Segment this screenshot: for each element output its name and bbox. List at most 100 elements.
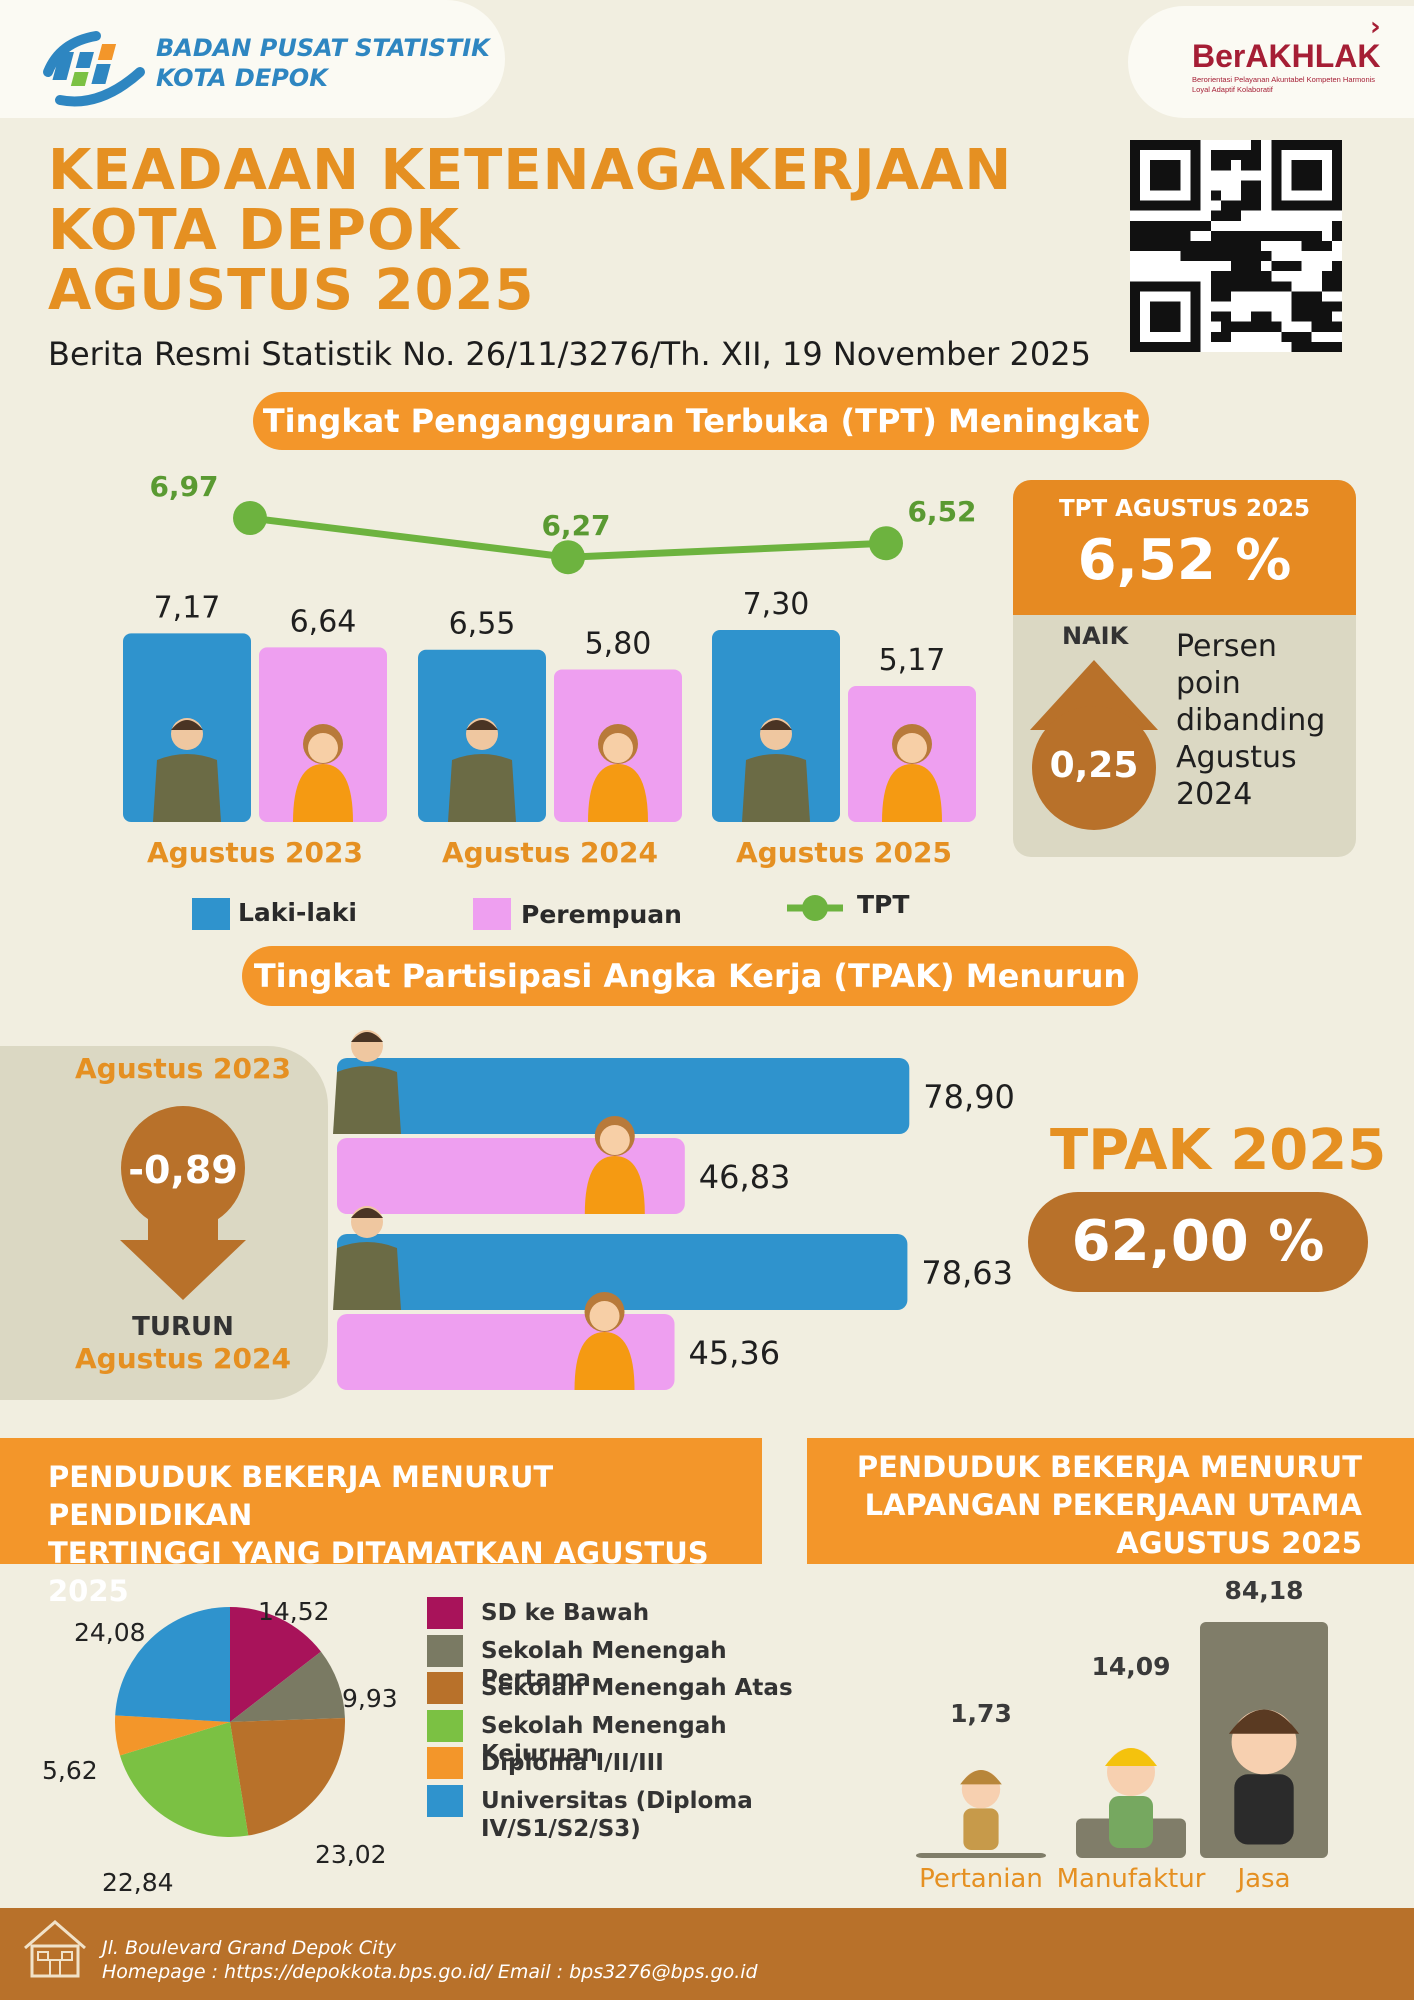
org-city: KOTA DEPOK [156,64,328,92]
tpak-bar-value: 78,90 [923,1078,1015,1116]
tpt-chart: 7,17 6,64 Agustus 2023 6,55 5,80 Agustus 2024… [123,470,977,869]
legend-female-swatch [473,898,511,930]
tpt-summary-header [1013,480,1356,615]
tpak-from-label: Agustus 2023 [75,1052,291,1085]
legend-male-label: Laki-laki [238,898,358,927]
worker-figure-icon [1228,1709,1300,1845]
naik-value: 0,25 [1049,745,1139,786]
man-figure-icon [333,1030,401,1134]
category-label: Agustus 2023 [147,836,363,869]
pie-slice [230,1651,345,1722]
arrow-down-icon [120,1106,246,1300]
tpak-chart: 78,90 46,83 78,63 45,36 [333,1030,1015,1390]
brand-name: BerAKHLAK [1192,38,1381,74]
bar-value-label: 7,30 [743,587,810,622]
category-label: Agustus 2025 [736,836,952,869]
tpak-bar-value: 45,36 [689,1334,781,1372]
legend-tpt-label: TPT [857,890,910,919]
industry-heading-line2: LAPANGAN PEKERJAAN UTAMA [864,1488,1362,1522]
pie-value-label: 24,08 [74,1618,146,1647]
woman-figure-icon [293,724,353,822]
pie-legend-swatch [427,1597,463,1629]
pie-slice [230,1718,345,1836]
page-subtitle: Berita Resmi Statistik No. 26/11/3276/Th… [48,335,1091,373]
bar-value-label: 5,17 [879,643,946,678]
org-name: BADAN PUSAT STATISTIK [156,34,490,62]
worker-figure-icon [960,1770,1002,1850]
legend-female-label: Perempuan [521,900,682,929]
education-heading-line2: TERTINGGI YANG DITAMATKAN AGUSTUS 2025 [48,1536,709,1608]
man-figure-icon [153,718,221,822]
tpak-total-value: 62,00 % [1028,1192,1368,1292]
tpt-point-label: 6,97 [149,470,218,503]
tpak-heading: Tingkat Partisipasi Angka Kerja (TPAK) M… [242,946,1138,1006]
naik-label: NAIK [1062,622,1129,650]
footer-address: Jl. Boulevard Grand Depok City [102,1937,397,1959]
tpak-turun-label: TURUN [132,1312,234,1342]
industry-bar [916,1853,1046,1858]
pie-value-label: 5,62 [42,1756,98,1785]
tpt-point [869,526,903,561]
pie-legend-swatch [427,1784,463,1817]
education-heading: PENDUDUK BEKERJA MENURUT PENDIDIKAN TERT… [0,1438,762,1608]
pie-legend-label: Sekolah Menengah Kejuruan [481,1712,727,1767]
brand-tagline: Berorientasi Pelayanan Akuntabel Kompete… [1192,75,1376,94]
pie-value-label: 23,02 [315,1840,387,1869]
footer-contact[interactable]: Homepage : https://depokkota.bps.go.id/ … [102,1961,758,1983]
qr-code-icon[interactable] [1130,140,1342,352]
tpt-point [233,501,267,535]
pie-legend-label: Diploma I/II/III [481,1750,664,1776]
man-figure-icon [448,718,516,822]
pie-slice [119,1722,249,1837]
legend-male-swatch [192,898,230,930]
man-figure-icon [742,718,810,822]
tpt-point-label: 6,52 [907,495,976,528]
industry-heading-line3: AGUSTUS 2025 [1116,1526,1362,1560]
pie-slice [115,1715,230,1756]
pie-legend-label: Sekolah Menengah Atas [481,1675,793,1701]
pie-legend-label: Sekolah Menengah Pertama [481,1637,727,1692]
bar-value-label: 7,17 [154,590,221,625]
footer [0,1908,1414,2000]
pie-legend-swatch [427,1634,463,1667]
page-title-line2: KOTA DEPOK [48,198,460,263]
education-pie-chart [115,1607,345,1837]
industry-heading-line1: PENDUDUK BEKERJA MENURUT [856,1450,1362,1484]
tpak-to-label: Agustus 2024 [75,1342,291,1375]
woman-figure-icon [588,724,648,822]
tpak-bar-male [337,1234,908,1310]
house-icon [24,1920,86,1978]
chevron-icon: › [1370,12,1381,42]
arrow-up-icon [1030,660,1158,830]
industry-category-label: Manufaktur [1056,1864,1206,1894]
page-title-line3: AGUSTUS 2025 [48,258,535,323]
brand-badge [1128,6,1414,118]
tpak-change-value: -0,89 [128,1148,238,1192]
bar-value-label: 6,55 [449,607,516,642]
category-label: Agustus 2024 [442,836,658,869]
pie-slice [115,1607,230,1722]
bar-value-label: 5,80 [585,626,652,661]
education-heading-line1: PENDUDUK BEKERJA MENURUT PENDIDIKAN [48,1460,554,1532]
woman-figure-icon [882,724,942,822]
bps-logo-icon [43,31,145,107]
bar-value-label: 6,64 [290,604,357,639]
tpt-heading: Tingkat Pengangguran Terbuka (TPT) Menin… [253,392,1149,450]
pie-slice [230,1607,321,1722]
industry-value-label: 14,09 [1091,1652,1171,1682]
worker-figure-icon [1105,1748,1157,1848]
industry-value-label: 84,18 [1224,1576,1304,1605]
tpak-bar-value: 78,63 [921,1254,1013,1292]
man-figure-icon [333,1206,401,1310]
industry-category-label: Jasa [1237,1864,1291,1894]
pie-legend-swatch [427,1709,463,1742]
tpt-point [551,540,585,575]
tpt-summary-label: TPT AGUSTUS 2025 [1058,496,1311,522]
tpak-bar-male [337,1058,910,1134]
tpak-bar-value: 46,83 [699,1158,791,1196]
pie-legend-swatch [427,1672,463,1704]
pie-legend-swatch [427,1747,463,1779]
tpt-point-label: 6,27 [541,509,610,542]
page-title-line1: KEADAAN KETENAGAKERJAAN [48,138,1013,203]
industry-heading: PENDUDUK BEKERJA MENURUT LAPANGAN PEKERJ… [807,1438,1414,1564]
